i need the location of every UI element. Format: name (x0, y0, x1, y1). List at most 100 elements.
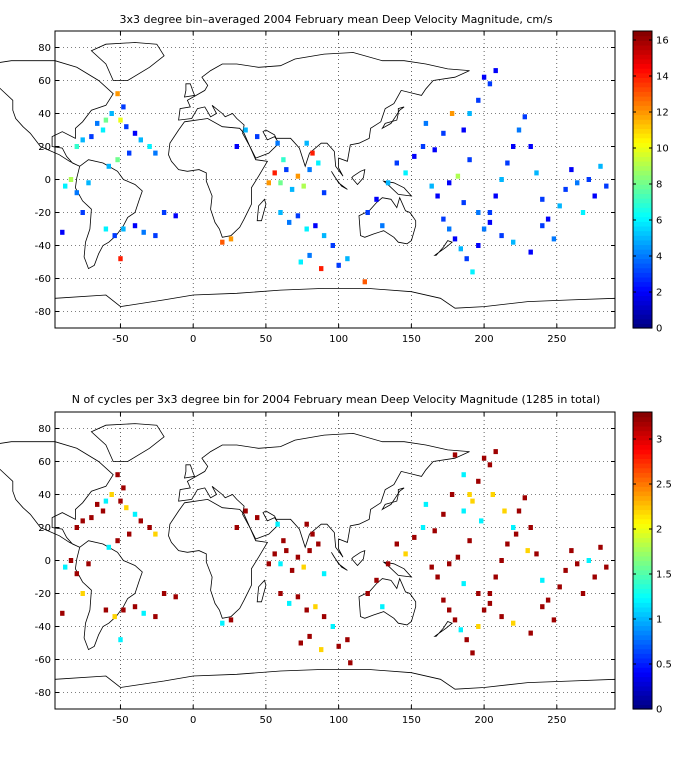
data-cell (499, 177, 504, 182)
data-cell (365, 591, 370, 596)
data-cell (313, 604, 318, 610)
data-cell (467, 111, 472, 116)
colorbar-segment (633, 263, 652, 269)
data-cell (243, 508, 248, 514)
data-cell (403, 170, 408, 176)
continent-outline (74, 159, 143, 270)
colorbar-segment (633, 472, 652, 478)
data-cell (394, 541, 399, 547)
data-cell (304, 226, 309, 232)
colorbar-segment (633, 86, 652, 92)
colorbar-segment (633, 225, 652, 232)
colorbar-segment (633, 258, 652, 264)
x-tick-label: 100 (329, 715, 348, 726)
data-cell (304, 140, 309, 146)
colorbar-segment (633, 653, 652, 659)
x-tick-label: 100 (329, 334, 348, 345)
data-cell (275, 521, 280, 527)
data-cell (575, 180, 580, 186)
data-cell (458, 627, 463, 633)
data-cell (569, 548, 574, 554)
continent-outline (168, 118, 269, 238)
colorbar-segment (633, 560, 652, 566)
data-cell (321, 614, 327, 620)
data-cell (255, 134, 260, 140)
data-cell (321, 233, 327, 239)
data-cell (234, 144, 239, 149)
data-cell (138, 137, 143, 143)
data-cell (228, 236, 234, 242)
colorbar-segment (633, 44, 652, 51)
colorbar-segment (633, 667, 652, 673)
data-cell (505, 160, 510, 166)
colorbar-segment (633, 314, 652, 320)
data-cell (479, 518, 484, 524)
data-cell (330, 243, 335, 248)
continent-outline (0, 441, 114, 548)
data-cell (118, 117, 123, 123)
colorbar-segment (633, 156, 652, 162)
colorbar-segment (633, 537, 652, 543)
data-cell (586, 177, 591, 182)
data-cell (447, 607, 452, 613)
continent-outline (382, 561, 413, 578)
data-cell (118, 498, 123, 504)
colorbar-segment (633, 193, 652, 199)
colorbar-segment (633, 602, 652, 608)
data-cell (545, 597, 551, 603)
data-cell (307, 633, 312, 639)
colorbar-segment (633, 323, 652, 329)
continent-outline (256, 198, 267, 222)
data-cell (449, 492, 455, 497)
colorbar-segment (633, 290, 652, 297)
colorbar-segment (633, 616, 652, 622)
data-cell (493, 449, 498, 455)
x-axis-ticks: -50 0 50 100 150 200 250 (112, 31, 566, 345)
data-cell (432, 528, 437, 534)
y-tick-label: 0 (45, 556, 51, 567)
data-cell (173, 594, 178, 600)
data-cell (321, 571, 327, 577)
data-cell (441, 597, 446, 603)
colorbar-segment (633, 281, 652, 287)
colorbar-segment (633, 31, 652, 37)
data-cell (115, 157, 120, 163)
data-cells (60, 68, 609, 285)
data-cell (115, 538, 120, 544)
continent-outline (351, 168, 366, 186)
data-cell (278, 210, 283, 215)
data-cell (569, 167, 574, 173)
data-cell (86, 561, 91, 567)
x-tick-label: 50 (260, 334, 273, 345)
colorbar-segment (633, 518, 652, 524)
x-tick-label: -50 (112, 715, 128, 726)
data-cell (481, 607, 487, 613)
continent-outline (381, 106, 405, 130)
data-cell (127, 531, 132, 537)
continent-outlines (0, 42, 616, 329)
colorbar-frame (632, 411, 653, 710)
data-cell (580, 591, 586, 596)
colorbar-segment (633, 583, 652, 589)
colorbar-segment (633, 695, 652, 701)
colorbar-segment (633, 630, 652, 636)
data-cell (266, 180, 271, 186)
colorbar-segment (633, 137, 652, 143)
colorbar-segment (633, 412, 652, 418)
colorbar-frame (632, 30, 653, 329)
data-cell (298, 259, 303, 265)
colorbar-tick-label: 0 (656, 324, 662, 335)
y-axis-ticks: 80 60 40 20 0 -20 -40 -60 -80 (35, 43, 615, 318)
data-cell (461, 200, 466, 206)
data-cell (112, 233, 117, 239)
colorbar-segment (633, 160, 652, 167)
colorbar-segment (633, 546, 652, 552)
data-cell (493, 193, 498, 199)
data-cell (304, 607, 309, 613)
colorbar-segment (633, 40, 652, 46)
colorbar-segment (633, 133, 652, 139)
data-cell (284, 548, 289, 554)
colorbar-segment (633, 453, 652, 460)
x-tick-label: 0 (190, 334, 196, 345)
colorbar-segment (633, 597, 652, 603)
